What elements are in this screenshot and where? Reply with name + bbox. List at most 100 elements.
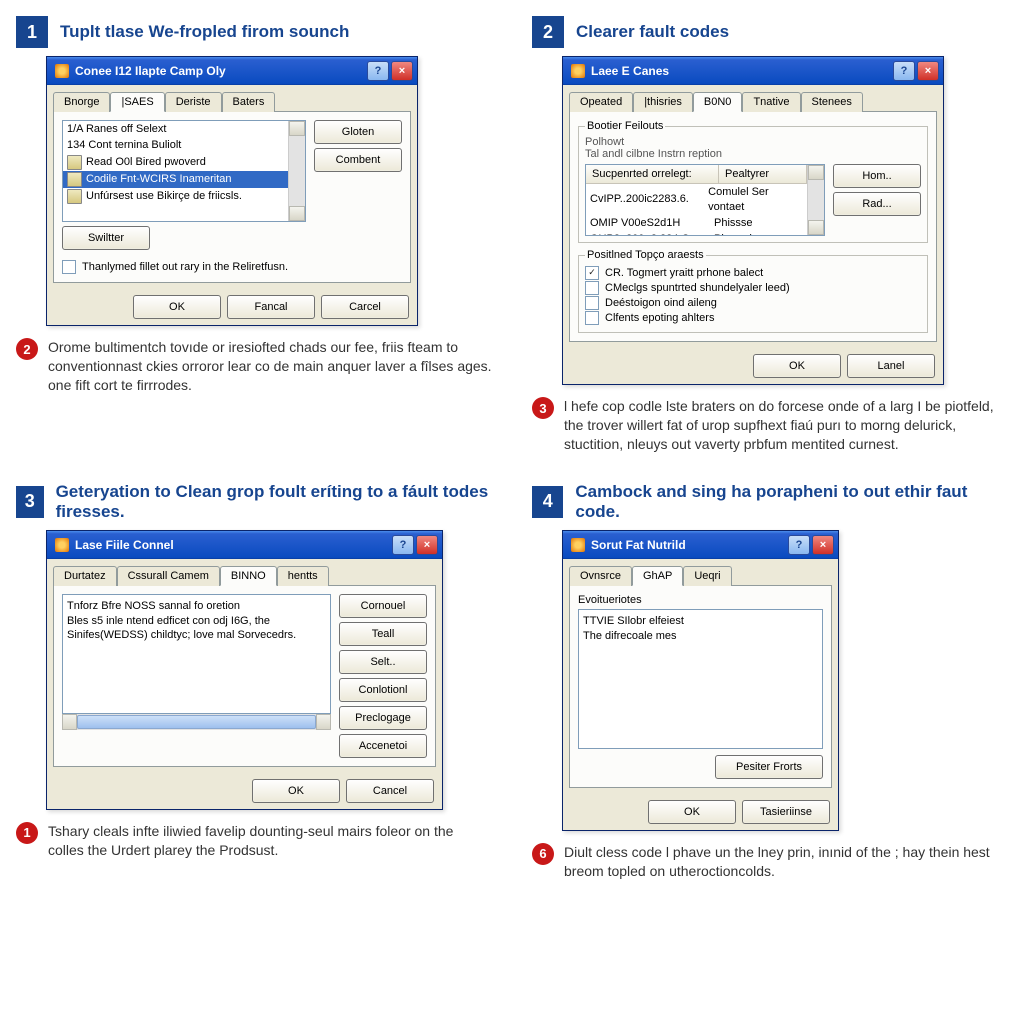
vertical-scrollbar[interactable] bbox=[807, 165, 824, 235]
tabs: Opeated |thisries B0N0 Tnative Stenees bbox=[563, 85, 943, 111]
desc-badge-3: 3 bbox=[532, 397, 554, 419]
check-label: CR. Togmert yraitt prhone balect bbox=[605, 267, 763, 279]
codes-table[interactable]: Sucpenrted orrelegt: Pealtyrer CvIPP..20… bbox=[585, 164, 825, 236]
tab-deriste[interactable]: Deriste bbox=[165, 92, 222, 112]
tab-cssurall[interactable]: Cssurall Camem bbox=[117, 566, 220, 586]
step-1-description: Orome bultimentch tovıde or iresiofted c… bbox=[48, 338, 492, 395]
step-2-description: l hefe cop codle lste braters on do forc… bbox=[564, 397, 1008, 454]
list-item[interactable]: Read O0l Bired pwoverd bbox=[63, 154, 288, 171]
horizontal-scrollbar[interactable] bbox=[62, 714, 331, 730]
accenetoi-button[interactable]: Accenetoi bbox=[339, 734, 427, 758]
titlebar: Sorut Fat Nutrild ? × bbox=[563, 531, 838, 559]
ok-button[interactable]: OK bbox=[648, 800, 736, 824]
list-item[interactable]: 134 Cont ternina Buliolt bbox=[63, 137, 288, 153]
check-2[interactable] bbox=[585, 281, 599, 295]
table-row[interactable]: OMIP V00eS2d1HPhissse bbox=[586, 215, 807, 231]
step-3-dialog: Lase Fiile Connel ? × Durtatez Cssurall … bbox=[46, 530, 443, 810]
pesiter-frorts-button[interactable]: Pesiter Frorts bbox=[715, 755, 823, 779]
tab-binno[interactable]: BINNO bbox=[220, 566, 277, 586]
tab-durtatez[interactable]: Durtatez bbox=[53, 566, 117, 586]
ok-button[interactable]: OK bbox=[252, 779, 340, 803]
conlotionl-button[interactable]: Conlotionl bbox=[339, 678, 427, 702]
check-1[interactable] bbox=[585, 266, 599, 280]
table-row[interactable]: CvIPP..200ic2283.6.Comulel Ser vontaet bbox=[586, 184, 807, 215]
cancel-button[interactable]: Cancel bbox=[346, 779, 434, 803]
tab-hentts[interactable]: hentts bbox=[277, 566, 329, 586]
step-2: 2 Clearer fault codes Laee E Canes ? × O… bbox=[532, 16, 1008, 462]
gloten-button[interactable]: Gloten bbox=[314, 120, 402, 144]
group-positined-label: Positlned Topço araests bbox=[585, 249, 706, 261]
app-icon bbox=[55, 538, 69, 552]
app-icon bbox=[571, 538, 585, 552]
list-item[interactable]: 1/A Ranes off Selext bbox=[63, 121, 288, 137]
app-icon bbox=[571, 64, 585, 78]
help-button[interactable]: ? bbox=[367, 61, 389, 81]
tab-thisries[interactable]: |thisries bbox=[633, 92, 693, 112]
fancal-button[interactable]: Fancal bbox=[227, 295, 315, 319]
help-button[interactable]: ? bbox=[788, 535, 810, 555]
step-3: 3 Geteryation to Clean grop foult erítin… bbox=[16, 482, 492, 889]
check-label: Clfents epoting ahlters bbox=[605, 312, 714, 324]
teall-button[interactable]: Teall bbox=[339, 622, 427, 646]
table-row[interactable]: OUP8. 800+8.224.CPironed bbox=[586, 231, 807, 236]
hom-button[interactable]: Hom.. bbox=[833, 164, 921, 188]
selt-button[interactable]: Selt.. bbox=[339, 650, 427, 674]
col-header: Pealtyrer bbox=[719, 165, 807, 183]
tab-bnorge[interactable]: Bnorge bbox=[53, 92, 110, 112]
tab-saes[interactable]: |SAES bbox=[110, 92, 164, 112]
step-3-description: Tshary cleals infte iliwied favelip doun… bbox=[48, 822, 492, 860]
step-1-title: Tuplt tlase We-fropled firom sounch bbox=[60, 22, 349, 42]
ok-button[interactable]: OK bbox=[753, 354, 841, 378]
text-area[interactable]: Tnforz Bfre NOSS sannal fo oretion Bles … bbox=[62, 594, 331, 714]
close-button[interactable]: × bbox=[812, 535, 834, 555]
cancel-button[interactable]: Carcel bbox=[321, 295, 409, 319]
tab-ueqri[interactable]: Ueqri bbox=[683, 566, 731, 586]
items-listbox[interactable]: 1/A Ranes off Selext 134 Cont ternina Bu… bbox=[62, 120, 306, 222]
tab-ghap[interactable]: GhAP bbox=[632, 566, 683, 586]
tab-ovnsrce[interactable]: Ovnsrce bbox=[569, 566, 632, 586]
tab-opeated[interactable]: Opeated bbox=[569, 92, 633, 112]
swilter-button[interactable]: Swiltter bbox=[62, 226, 150, 250]
check-4[interactable] bbox=[585, 311, 599, 325]
folder-icon bbox=[67, 189, 82, 204]
check-label: Deéstoigon oind aileng bbox=[605, 297, 717, 309]
cornouel-button[interactable]: Cornouel bbox=[339, 594, 427, 618]
check-3[interactable] bbox=[585, 296, 599, 310]
step-4-header: 4 Cambock and sing ha porapheni to out e… bbox=[532, 482, 1008, 522]
close-button[interactable]: × bbox=[917, 61, 939, 81]
step-2-header: 2 Clearer fault codes bbox=[532, 16, 1008, 48]
list-item-selected[interactable]: Codile Fnt-WCIRS Inameritan bbox=[63, 171, 288, 188]
preclogage-button[interactable]: Preclogage bbox=[339, 706, 427, 730]
lanel-button[interactable]: Lanel bbox=[847, 354, 935, 378]
tab-tnative[interactable]: Tnative bbox=[742, 92, 800, 112]
reliretfusn-checkbox[interactable] bbox=[62, 260, 76, 274]
titlebar: Conee I12 Ilapte Camp Oly ? × bbox=[47, 57, 417, 85]
rad-button[interactable]: Rad... bbox=[833, 192, 921, 216]
tab-baters[interactable]: Baters bbox=[222, 92, 276, 112]
combent-button[interactable]: Combent bbox=[314, 148, 402, 172]
ok-button[interactable]: OK bbox=[133, 295, 221, 319]
window-title: Lase Fiile Connel bbox=[75, 538, 386, 552]
folder-icon bbox=[67, 155, 82, 170]
tab-bono[interactable]: B0N0 bbox=[693, 92, 743, 112]
close-button[interactable]: × bbox=[416, 535, 438, 555]
tabs: Bnorge |SAES Deriste Baters bbox=[47, 85, 417, 111]
tasieriinse-button[interactable]: Tasieriinse bbox=[742, 800, 830, 824]
step-2-number: 2 bbox=[532, 16, 564, 48]
list-item[interactable]: Unfúrsest use Bikirçe de friicsls. bbox=[63, 188, 288, 205]
help-button[interactable]: ? bbox=[392, 535, 414, 555]
step-3-header: 3 Geteryation to Clean grop foult erítin… bbox=[16, 482, 492, 522]
step-1-dialog: Conee I12 Ilapte Camp Oly ? × Bnorge |SA… bbox=[46, 56, 418, 326]
text-area[interactable]: TTVIE SIlobr elfeiest The difrecoale mes bbox=[578, 609, 823, 749]
step-3-title: Geteryation to Clean grop foult eríting … bbox=[56, 482, 492, 522]
checkbox-label: Thanlymed fillet out rary in the Reliret… bbox=[82, 261, 288, 273]
desc-badge-6: 6 bbox=[532, 843, 554, 865]
group-label: Evoitueriotes bbox=[578, 594, 823, 606]
help-button[interactable]: ? bbox=[893, 61, 915, 81]
tab-stenees[interactable]: Stenees bbox=[801, 92, 863, 112]
step-1-header: 1 Tuplt tlase We-fropled firom sounch bbox=[16, 16, 492, 48]
folder-icon bbox=[67, 172, 82, 187]
desc-badge-2: 2 bbox=[16, 338, 38, 360]
vertical-scrollbar[interactable] bbox=[288, 121, 305, 221]
close-button[interactable]: × bbox=[391, 61, 413, 81]
